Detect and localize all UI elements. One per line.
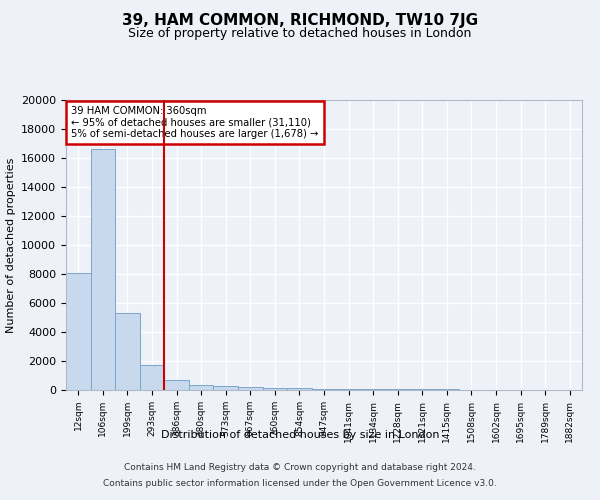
- Text: Contains HM Land Registry data © Crown copyright and database right 2024.: Contains HM Land Registry data © Crown c…: [124, 464, 476, 472]
- Bar: [115, 313, 140, 390]
- Bar: [189, 384, 214, 390]
- Bar: [385, 389, 410, 390]
- Bar: [263, 388, 287, 390]
- Y-axis label: Number of detached properties: Number of detached properties: [5, 158, 16, 332]
- Bar: [66, 272, 91, 390]
- Bar: [336, 389, 361, 390]
- Text: 39, HAM COMMON, RICHMOND, TW10 7JG: 39, HAM COMMON, RICHMOND, TW10 7JG: [122, 12, 478, 28]
- Text: Distribution of detached houses by size in London: Distribution of detached houses by size …: [161, 430, 439, 440]
- Bar: [312, 388, 336, 390]
- Bar: [214, 386, 238, 390]
- Bar: [91, 150, 115, 390]
- Bar: [140, 364, 164, 390]
- Text: 39 HAM COMMON: 360sqm
← 95% of detached houses are smaller (31,110)
5% of semi-d: 39 HAM COMMON: 360sqm ← 95% of detached …: [71, 106, 319, 139]
- Bar: [164, 380, 189, 390]
- Text: Size of property relative to detached houses in London: Size of property relative to detached ho…: [128, 28, 472, 40]
- Bar: [361, 389, 385, 390]
- Bar: [238, 387, 263, 390]
- Text: Contains public sector information licensed under the Open Government Licence v3: Contains public sector information licen…: [103, 478, 497, 488]
- Bar: [287, 388, 312, 390]
